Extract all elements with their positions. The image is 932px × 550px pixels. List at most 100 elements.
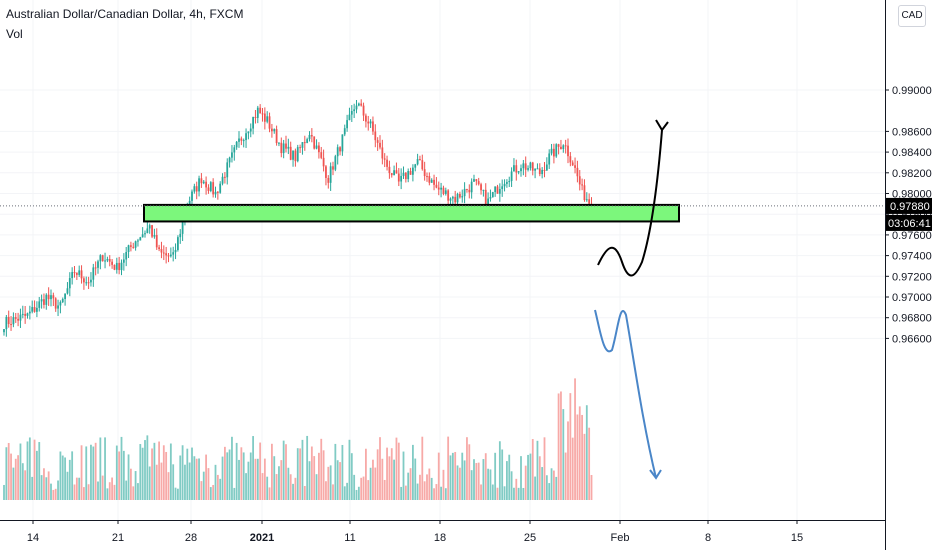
volume-bar xyxy=(141,447,144,500)
volume-bar xyxy=(31,476,34,500)
volume-bar xyxy=(482,459,485,500)
candle-body xyxy=(40,299,43,302)
volume-bar xyxy=(113,484,116,500)
candle-body xyxy=(174,249,177,253)
volume-bar xyxy=(240,447,243,500)
volume-bar xyxy=(440,486,442,500)
candle-body xyxy=(376,140,379,143)
candle-body xyxy=(515,165,518,173)
candle-body xyxy=(127,245,130,253)
volume-bar xyxy=(487,468,489,500)
candle-body xyxy=(367,121,370,124)
candle-body xyxy=(172,252,175,255)
volume-bar xyxy=(583,433,586,500)
volume-bar xyxy=(456,465,459,500)
volume-bar xyxy=(449,455,452,500)
axes xyxy=(0,0,886,550)
volume-bar xyxy=(148,466,151,500)
candle-body xyxy=(179,233,182,238)
volume-bar xyxy=(397,442,400,500)
candle-body xyxy=(7,316,10,325)
volume-bar xyxy=(254,458,257,500)
volume-bar xyxy=(292,483,294,500)
volume-bar xyxy=(477,462,480,500)
candle-body xyxy=(294,150,297,162)
volume-bar xyxy=(125,480,128,500)
candle-body xyxy=(524,163,527,170)
volume-bar xyxy=(50,483,52,500)
volume-bar xyxy=(423,481,426,500)
candle-body xyxy=(85,282,88,284)
candle-body xyxy=(200,178,203,184)
currency-button[interactable]: CAD xyxy=(898,5,926,27)
candle-body xyxy=(299,147,301,149)
candle-body xyxy=(228,157,231,163)
volume-bar xyxy=(322,450,325,500)
volume-bar xyxy=(127,454,130,500)
candle-body xyxy=(557,144,560,147)
candle-body xyxy=(498,189,501,194)
candle-body xyxy=(454,196,457,203)
candle-body xyxy=(155,235,158,248)
volume-bar xyxy=(414,458,417,500)
candle-body xyxy=(212,182,215,195)
volume-bar xyxy=(87,484,90,500)
volume-bar xyxy=(202,471,205,500)
candle-body xyxy=(177,237,179,250)
candle-body xyxy=(567,145,569,157)
volume-bar xyxy=(57,480,59,500)
candle-body xyxy=(470,181,473,193)
candle-body xyxy=(68,278,71,289)
candle-body xyxy=(491,192,494,198)
volume-bar xyxy=(104,437,106,500)
volume-bar xyxy=(454,451,457,500)
volume-bar xyxy=(388,456,391,500)
candle-body xyxy=(106,258,109,261)
candle-body xyxy=(47,294,50,300)
candle-body xyxy=(402,172,405,176)
candle-body xyxy=(459,193,461,198)
candle-body xyxy=(247,131,250,134)
volume-bar xyxy=(475,463,478,500)
volume-bar xyxy=(231,436,233,500)
volume-bar xyxy=(320,438,323,500)
volume-bar xyxy=(416,483,419,500)
volume-bar xyxy=(541,467,544,500)
volume-bar xyxy=(90,444,92,500)
y-tick-label: 0.97000 xyxy=(892,292,932,304)
candle-body xyxy=(541,169,544,175)
x-tick-label: Feb xyxy=(611,532,630,544)
candle-body xyxy=(19,314,22,321)
candle-body xyxy=(534,168,536,171)
candle-body xyxy=(461,196,464,198)
bullish-arrow-head xyxy=(655,119,669,132)
candle-body xyxy=(195,186,198,192)
volume-bar xyxy=(459,467,461,500)
candle-body xyxy=(167,255,170,257)
volume-bar xyxy=(278,466,280,500)
candle-body xyxy=(313,136,316,149)
volume-bar xyxy=(379,437,381,500)
candle-body xyxy=(130,245,132,247)
candle-body xyxy=(57,305,59,309)
candle-body xyxy=(221,176,224,184)
volume-bar xyxy=(160,462,163,500)
volume-bar xyxy=(489,469,492,500)
volume-bar xyxy=(33,439,36,500)
volume-bar xyxy=(560,391,562,500)
volume-bar xyxy=(64,457,66,500)
volume-bar xyxy=(10,453,12,500)
candle-body xyxy=(254,117,257,119)
volume-bar xyxy=(146,435,149,500)
volume-bar xyxy=(97,481,99,500)
candle-body xyxy=(484,189,487,205)
volume-bar xyxy=(503,486,506,500)
volume-bar xyxy=(383,479,386,500)
support-zone xyxy=(0,203,885,223)
y-tick-label: 0.96600 xyxy=(892,333,932,345)
volume-bar xyxy=(263,458,266,500)
volume-bar xyxy=(393,459,395,500)
candle-body xyxy=(527,168,529,170)
candle-body xyxy=(480,184,482,191)
